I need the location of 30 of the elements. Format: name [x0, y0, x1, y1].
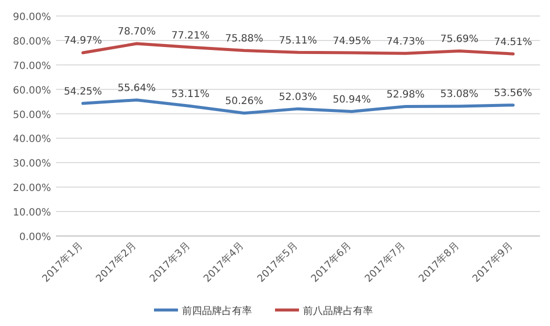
y-tick-label: 40.00%: [12, 134, 51, 146]
y-tick-label: 50.00%: [12, 110, 51, 121]
data-label: 55.64%: [118, 82, 156, 94]
data-label: 74.51%: [494, 36, 532, 48]
legend-label: 前四品牌占有率: [182, 305, 252, 317]
data-label: 75.11%: [278, 35, 318, 46]
y-tick-label: 90.00%: [12, 12, 51, 23]
y-tick-label: 80.00%: [12, 36, 51, 48]
data-label: 78.70%: [118, 26, 156, 38]
data-label: 50.94%: [332, 94, 371, 106]
y-tick-label: 20.00%: [12, 183, 51, 194]
y-tick-label: 60.00%: [12, 85, 51, 96]
data-label: 53.11%: [171, 89, 210, 100]
data-label: 74.73%: [386, 36, 425, 48]
data-label: 53.56%: [494, 88, 532, 100]
data-label: 54.25%: [64, 86, 102, 98]
data-label: 75.69%: [440, 34, 478, 45]
data-label: 74.95%: [332, 36, 371, 47]
data-label: 52.03%: [278, 92, 318, 103]
data-label: 53.08%: [440, 89, 478, 100]
legend-label: 前八品牌占有率: [303, 305, 373, 317]
y-tick-label: 0.00%: [19, 232, 51, 243]
data-label: 75.88%: [225, 34, 264, 45]
data-label: 50.26%: [225, 96, 264, 108]
y-tick-label: 10.00%: [12, 208, 51, 219]
data-label: 52.98%: [386, 89, 425, 100]
data-label: 74.97%: [64, 36, 102, 47]
y-tick-label: 70.00%: [12, 60, 51, 72]
y-tick-label: 30.00%: [12, 158, 51, 170]
data-label: 77.21%: [171, 30, 210, 42]
